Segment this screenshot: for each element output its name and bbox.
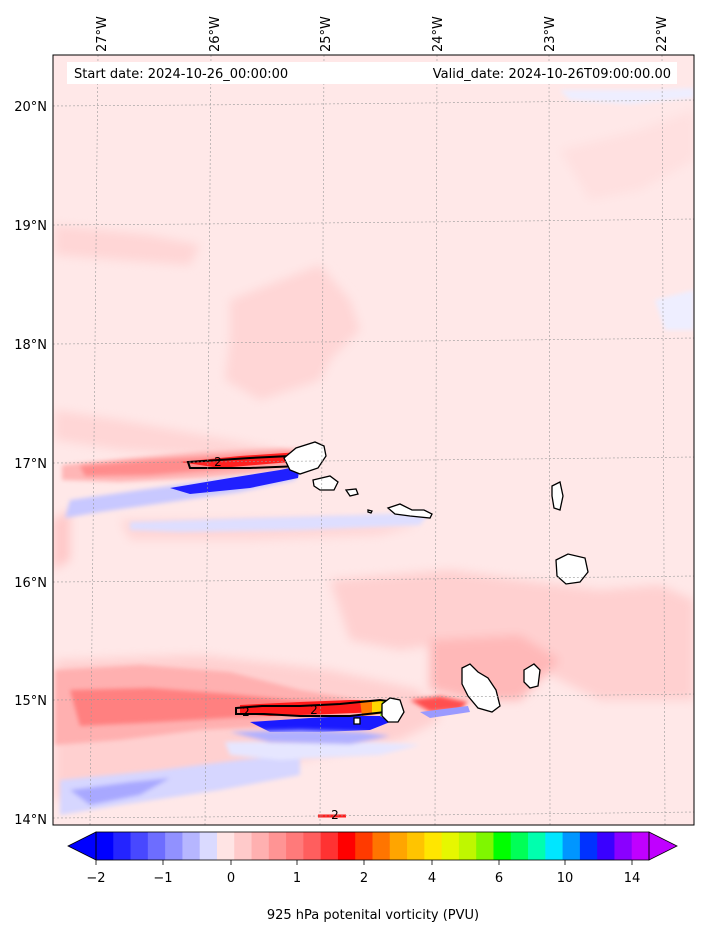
colorbar-cell	[493, 832, 512, 860]
colorbar-tick-label: −1	[153, 871, 172, 886]
island-fogo	[381, 697, 405, 723]
colorbar-cell	[251, 832, 270, 860]
colorbar-cell	[476, 832, 494, 860]
contour-label: 2	[331, 808, 339, 822]
island-sao-nicolau	[386, 503, 433, 519]
colorbar-cell	[424, 832, 443, 860]
colorbar-cell	[320, 832, 339, 860]
colorbar-cells	[96, 832, 650, 860]
valid-date-label: Valid_date: 2024-10-26T09:00:00.00	[433, 67, 671, 82]
island-brava	[353, 717, 361, 725]
lon-label: 27°W	[95, 16, 110, 52]
island-maio	[523, 663, 541, 689]
contour-label: 2	[214, 455, 222, 469]
colorbar-cell	[303, 832, 322, 860]
colorbar-cell	[96, 832, 114, 860]
colorbar-cell	[631, 832, 650, 860]
island-sao-vicente	[312, 475, 339, 491]
start-date-label: Start date: 2024-10-26_00:00:00	[74, 67, 288, 82]
contour-label: 2	[242, 705, 250, 719]
latitude-labels: 20°N 19°N 18°N 17°N 16°N 15°N 14°N	[14, 100, 47, 828]
island-santiago	[461, 663, 501, 713]
colorbar-tick-label: 0	[227, 871, 235, 886]
colorbar-tick-label: 6	[495, 871, 503, 886]
colorbar-cell	[268, 832, 287, 860]
header-box	[67, 62, 677, 84]
colorbar-cell	[458, 832, 477, 860]
colorbar-ticks: −2 −1 0 1 2 4 6 10 14	[86, 860, 640, 886]
colorbar-cell	[528, 832, 546, 860]
colorbar-cell	[389, 832, 408, 860]
lat-label: 20°N	[14, 100, 47, 115]
map-frame	[52, 54, 695, 826]
lon-label: 22°W	[655, 16, 670, 52]
longitude-labels: 27°W 26°W 25°W 24°W 23°W 22°W	[95, 16, 670, 52]
colorbar: −2 −1 0 1 2 4 6 10 14 925 hPa potenital …	[67, 831, 678, 923]
colorbar-label: 925 hPa potenital vorticity (PVU)	[267, 908, 479, 923]
island-sal	[551, 481, 564, 511]
colorbar-tick-label: −2	[86, 871, 105, 886]
colorbar-cell	[216, 832, 235, 860]
island-santa-luzia	[344, 488, 359, 497]
colorbar-cell	[199, 832, 218, 860]
lon-label: 25°W	[319, 16, 334, 52]
contour-label: 2	[310, 703, 318, 717]
colorbar-cell	[355, 832, 373, 860]
colorbar-cell	[562, 832, 581, 860]
colorbar-cell	[372, 832, 391, 860]
colorbar-cell	[441, 832, 460, 860]
lon-label: 23°W	[543, 16, 558, 52]
colorbar-tick-label: 1	[293, 871, 301, 886]
gridlines	[53, 55, 694, 825]
colorbar-cell	[286, 832, 304, 860]
colorbar-tick-label: 2	[360, 871, 368, 886]
colorbar-cell	[579, 832, 598, 860]
lat-label: 15°N	[14, 694, 47, 709]
northern-pv-streak	[62, 446, 430, 532]
lat-label: 19°N	[14, 219, 47, 234]
lat-label: 18°N	[14, 338, 47, 353]
colorbar-tick-label: 10	[557, 871, 574, 886]
colorbar-frame	[95, 831, 650, 861]
colorbar-tick-label: 4	[428, 871, 436, 886]
colorbar-cell	[545, 832, 564, 860]
colorbar-cell	[614, 832, 633, 860]
colorbar-cell	[234, 832, 253, 860]
colorbar-max-extend	[648, 831, 678, 861]
pv-field: 2 2 2 2 Start date: 2024-10-26_00:00:00 …	[53, 55, 694, 825]
colorbar-cell	[113, 832, 132, 860]
light-blue-patches	[60, 88, 694, 815]
colorbar-tick-label: 14	[624, 871, 641, 886]
colorbar-cell	[407, 832, 425, 860]
islands	[283, 441, 589, 725]
lat-label: 17°N	[14, 457, 47, 472]
colorbar-cell	[337, 832, 356, 860]
island-branco	[367, 509, 373, 514]
lon-label: 26°W	[208, 16, 223, 52]
island-santo-antao	[283, 441, 327, 475]
colorbar-min-extend	[67, 831, 97, 861]
colorbar-cell	[165, 832, 183, 860]
colorbar-cell	[130, 832, 149, 860]
lat-label: 14°N	[14, 813, 47, 828]
colorbar-cell	[597, 832, 615, 860]
colorbar-cell	[510, 832, 529, 860]
colorbar-cell	[147, 832, 166, 860]
lon-label: 24°W	[431, 16, 446, 52]
colorbar-cell	[182, 832, 201, 860]
lat-label: 16°N	[14, 576, 47, 591]
